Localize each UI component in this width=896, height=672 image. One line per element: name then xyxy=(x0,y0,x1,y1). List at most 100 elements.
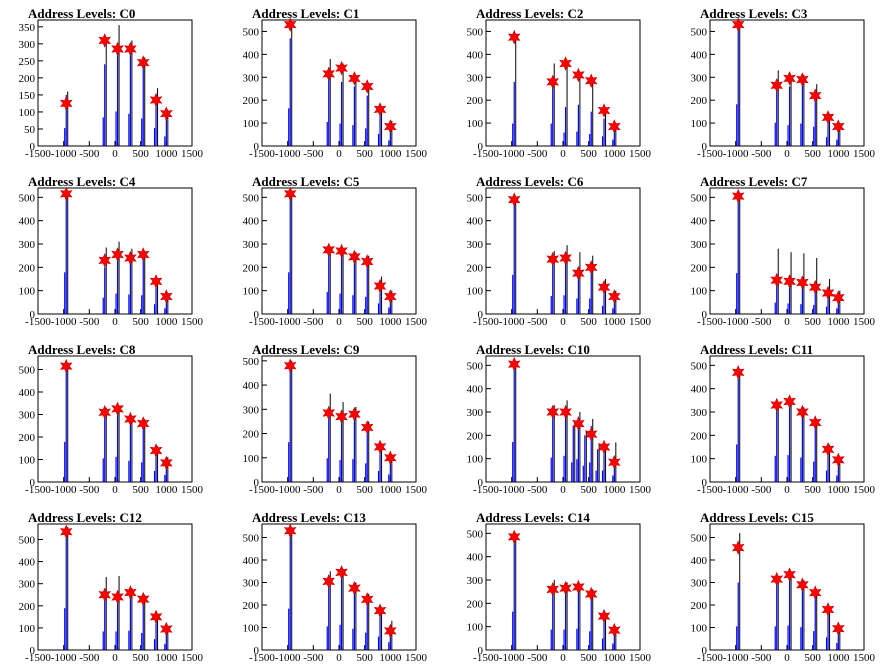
star-marker xyxy=(149,609,163,625)
star-marker xyxy=(98,253,112,268)
chart-svg: Address Levels: C11 0 100 200 300 400 500 -1500… xyxy=(691,342,876,496)
star-marker xyxy=(832,119,845,134)
star-marker xyxy=(384,289,397,304)
star-marker xyxy=(559,56,572,71)
y-tick-label: 200 xyxy=(467,95,484,107)
y-tick-label: 200 xyxy=(243,600,260,612)
x-tick-label: -1500 xyxy=(697,652,723,664)
y-tick-label: 100 xyxy=(467,454,484,466)
x-tick-label: -500 xyxy=(527,652,548,664)
chart-svg: Address Levels: C90100200300400500-1500-… xyxy=(243,342,428,496)
chart-panel: Address Levels: C9 0 100 200 300 400 500 -1500-… xyxy=(224,336,448,504)
chart-svg: Address Levels: C0 0 50 100 150 200 250 300 350 -… xyxy=(19,6,204,160)
x-tick-label: 1000 xyxy=(379,652,402,664)
x-tick-label: -1500 xyxy=(249,484,275,496)
y-tick-label: 300 xyxy=(19,579,36,591)
y-tick-label: 500 xyxy=(467,360,484,372)
star-marker xyxy=(796,404,809,420)
y-tick-label: 0 xyxy=(478,477,484,489)
y-tick-label: 500 xyxy=(691,192,708,204)
x-tick-label: -500 xyxy=(79,652,100,664)
y-tick-label: 400 xyxy=(467,216,484,228)
plot-frame xyxy=(37,19,193,147)
star-marker xyxy=(783,71,796,86)
x-tick-label: -500 xyxy=(303,484,324,496)
x-tick-label: -1000 xyxy=(51,316,77,328)
star-marker xyxy=(160,455,173,471)
star-marker xyxy=(821,285,835,301)
x-tick-label: -1500 xyxy=(473,484,499,496)
x-tick-label: 1000 xyxy=(379,484,402,496)
star-marker xyxy=(373,603,387,618)
y-tick-label: 0 xyxy=(478,141,484,153)
x-tick-label: -1000 xyxy=(723,652,749,664)
chart-svg: Address Levels: C15 0 100 200 300 400 500 -1500… xyxy=(691,510,876,664)
x-tick-label: 1000 xyxy=(827,484,850,496)
star-marker xyxy=(283,186,297,202)
star-marker xyxy=(59,358,73,374)
y-tick-label: 400 xyxy=(243,555,260,567)
y-tick-label: 0 xyxy=(30,309,36,321)
y-tick-label: 200 xyxy=(467,598,484,610)
y-tick-label: 100 xyxy=(243,623,260,635)
chart-title: Address Levels: C1 xyxy=(252,6,359,21)
x-tick-label: 0 xyxy=(560,484,566,496)
y-tick-label: 500 xyxy=(19,365,36,377)
y-tick-label: 100 xyxy=(467,622,484,634)
y-tick-label: 400 xyxy=(691,384,708,396)
star-marker xyxy=(546,251,560,267)
x-tick-label: -500 xyxy=(527,148,548,160)
y-tick-label: 200 xyxy=(691,430,708,442)
y-tick-label: 400 xyxy=(19,216,36,228)
chart-title: Address Levels: C14 xyxy=(476,510,590,525)
y-tick-label: 200 xyxy=(691,95,708,107)
x-tick-label: -500 xyxy=(751,484,772,496)
y-tick-label: 200 xyxy=(19,73,36,85)
star-marker xyxy=(731,365,745,380)
y-tick-label: 500 xyxy=(691,360,708,372)
y-tick-label: 300 xyxy=(19,39,36,51)
star-marker xyxy=(783,394,796,409)
x-tick-label: 1000 xyxy=(379,148,402,160)
chart-svg: Address Levels: C40100200300400500-1500-… xyxy=(19,174,204,328)
x-tick-label: -500 xyxy=(527,316,548,328)
x-tick-label: 1000 xyxy=(155,316,178,328)
y-tick-label: 0 xyxy=(702,645,708,657)
x-tick-label: -500 xyxy=(79,316,100,328)
x-tick-label: 1000 xyxy=(603,652,626,664)
y-tick-label: 200 xyxy=(19,432,36,444)
star-marker xyxy=(572,67,585,83)
y-tick-label: 500 xyxy=(19,534,36,546)
y-tick-label: 100 xyxy=(19,286,36,298)
star-marker xyxy=(821,110,835,125)
x-tick-label: 1000 xyxy=(155,484,178,496)
x-tick-label: -1500 xyxy=(249,148,275,160)
y-tick-label: 0 xyxy=(702,141,708,153)
x-tick-label: 0 xyxy=(784,148,790,160)
chart-svg: Address Levels: C60100200300400500-1500-… xyxy=(467,174,652,328)
y-tick-label: 300 xyxy=(19,410,36,422)
star-marker xyxy=(149,92,163,108)
chart-svg: Address Levels: C14 0 100 200 300 400 500 -1500… xyxy=(467,510,652,664)
y-tick-label: 0 xyxy=(30,645,36,657)
y-tick-label: 100 xyxy=(19,623,36,635)
chart-title: Address Levels: C13 xyxy=(252,510,366,525)
star-marker xyxy=(322,574,336,589)
star-marker xyxy=(731,540,745,555)
y-tick-label: 350 xyxy=(19,22,36,34)
star-marker xyxy=(373,278,387,294)
chart-panel: Address Levels: C2 0 100 200 300 400 500 -1500-… xyxy=(448,0,672,168)
star-marker xyxy=(335,60,348,76)
star-marker xyxy=(731,17,745,32)
chart-title: Address Levels: C6 xyxy=(476,174,584,189)
star-marker xyxy=(384,119,397,134)
x-tick-label: 500 xyxy=(580,148,597,160)
star-marker xyxy=(808,415,822,430)
chart-svg: Address Levels: C80100200300400500-1500-… xyxy=(19,342,204,496)
star-marker xyxy=(124,585,137,600)
x-tick-label: -1000 xyxy=(723,148,749,160)
star-marker xyxy=(149,443,163,458)
star-marker xyxy=(124,41,137,57)
star-marker xyxy=(98,587,112,603)
star-marker xyxy=(559,404,572,420)
